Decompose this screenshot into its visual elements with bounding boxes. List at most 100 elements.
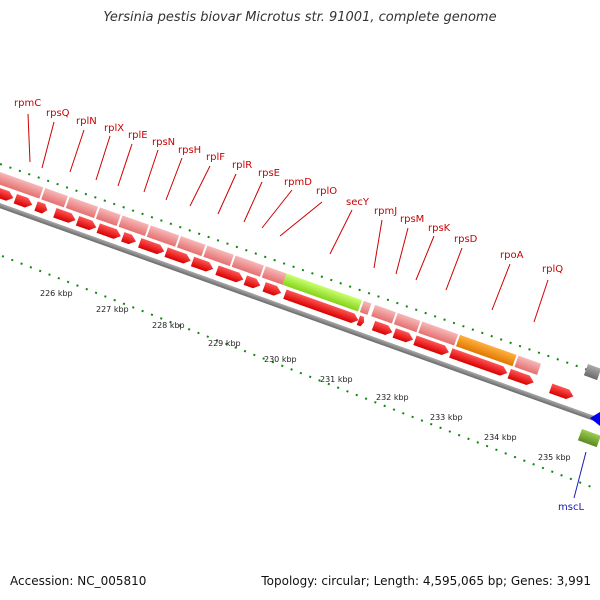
- feature-block: [231, 255, 264, 277]
- cds-arrow: [53, 208, 76, 223]
- gene-label-mscl: mscL: [558, 502, 584, 513]
- kbp-tick-label: 226 kbp: [40, 289, 73, 298]
- feature-block: [261, 266, 287, 285]
- feature-block: [146, 225, 180, 247]
- kbp-tick-label: 232 kbp: [376, 393, 409, 402]
- leader-line: [27, 113, 31, 163]
- cds-arrow: [121, 232, 136, 245]
- kbp-labels: 226 kbp 227 kbp 228 kbp 229 kbp 230 kbp 231 k…: [40, 289, 571, 462]
- kbp-tick-label: 234 kbp: [484, 433, 517, 442]
- leader-line: [243, 181, 263, 223]
- gene-label-rplf: rplF: [206, 152, 225, 163]
- gene-label-rple: rplE: [128, 130, 148, 141]
- leader-line: [165, 157, 183, 201]
- cds-arrow: [75, 216, 97, 231]
- cds-arrow: [215, 265, 244, 283]
- leader-line: [279, 201, 323, 237]
- cds-arrow: [356, 315, 365, 327]
- inner-tick-track: [1, 255, 599, 491]
- kbp-tick-label: 231 kbp: [320, 375, 353, 384]
- feature-block: [65, 196, 99, 219]
- feature-block: [203, 245, 234, 267]
- kbp-tick-label: 233 kbp: [430, 413, 463, 422]
- leader-line: [415, 235, 435, 281]
- leader-line: [143, 149, 159, 193]
- cds-arrow: [549, 383, 574, 400]
- cds-arrow: [96, 223, 121, 239]
- leader-line: [95, 135, 111, 181]
- leader-line: [491, 263, 511, 311]
- cds-arrow: [164, 247, 191, 264]
- feature-block: [514, 355, 542, 375]
- feature-block: [41, 188, 68, 208]
- feature-block: [371, 304, 396, 324]
- cds-arrow: [392, 328, 414, 343]
- leader-line: [189, 165, 211, 207]
- feature-block: [118, 215, 149, 237]
- leader-line: [261, 189, 293, 229]
- kbp-tick-label: 227 kbp: [96, 305, 129, 314]
- gene-label-rpmd: rpmD: [284, 177, 312, 188]
- leader-lines: [27, 113, 587, 499]
- cds-track-upper: [0, 188, 574, 400]
- gene-label-rpln: rplN: [76, 116, 97, 127]
- kbp-tick-label: 235 kbp: [538, 453, 571, 462]
- gene-label-rplq: rplQ: [542, 264, 563, 275]
- gene-label-rpmj: rpmJ: [374, 206, 397, 217]
- olive-feature: [577, 428, 600, 448]
- gene-label-rpmc: rpmC: [14, 98, 41, 109]
- cds-arrow: [0, 188, 14, 201]
- cds-arrow: [243, 275, 261, 289]
- gene-label-rpsm: rpsM: [400, 214, 424, 225]
- gray-feature: [583, 364, 600, 381]
- gene-label-rpsq: rpsQ: [46, 108, 70, 119]
- leader-line: [533, 279, 549, 323]
- cds-arrow: [371, 320, 393, 335]
- cds-arrow: [283, 289, 359, 323]
- leader-line: [445, 247, 463, 291]
- feature-block: [393, 312, 421, 333]
- leader-line: [373, 219, 383, 269]
- feature-block: [176, 236, 206, 257]
- kbp-tick-label: 230 kbp: [264, 355, 297, 364]
- leader-line: [395, 227, 409, 275]
- gene-label-rplr: rplR: [232, 160, 252, 171]
- leader-line: [69, 129, 85, 173]
- gene-label-rpsd: rpsD: [454, 234, 478, 245]
- map-title: Yersinia pestis biovar Microtus str. 910…: [103, 10, 497, 25]
- gene-label-rpoa: rpoA: [500, 250, 524, 261]
- topology-label: Topology: circular; Length: 4,595,065 bp…: [261, 574, 591, 588]
- gene-label-secy: secY: [346, 197, 370, 208]
- feature-block: [359, 300, 372, 315]
- rpoa-feature: [456, 334, 517, 367]
- gene-label-rpsk: rpsK: [428, 223, 451, 234]
- leader-line: [117, 143, 133, 187]
- leader-line: [329, 209, 353, 255]
- gene-label-rpse: rpsE: [258, 168, 280, 179]
- ribosomal-feature-track: [0, 172, 542, 375]
- feature-block: [95, 207, 121, 227]
- leader-line: [217, 173, 237, 215]
- secy-feature: [282, 273, 362, 312]
- gene-label-rplo: rplO: [316, 186, 337, 197]
- cds-arrow: [413, 335, 449, 355]
- leader-line: [573, 451, 587, 499]
- feature-block: [418, 321, 459, 346]
- accession-label: Accession: NC_005810: [10, 574, 147, 588]
- feature-block: [0, 172, 44, 199]
- cds-arrow: [262, 282, 282, 296]
- kbp-tick-label: 229 kbp: [208, 339, 241, 348]
- gene-label-rpsn: rpsN: [152, 137, 175, 148]
- genome-backbone: [0, 203, 600, 444]
- blue-feature: [590, 412, 600, 426]
- gene-label-rplx: rplX: [104, 123, 124, 134]
- gene-label-rpsh: rpsH: [178, 145, 201, 156]
- leader-line: [41, 121, 55, 169]
- outer-tick-track: [0, 163, 600, 377]
- cds-arrow: [449, 348, 508, 376]
- cds-arrow: [13, 194, 33, 208]
- cds-arrow: [190, 256, 214, 272]
- cds-arrow: [507, 368, 534, 386]
